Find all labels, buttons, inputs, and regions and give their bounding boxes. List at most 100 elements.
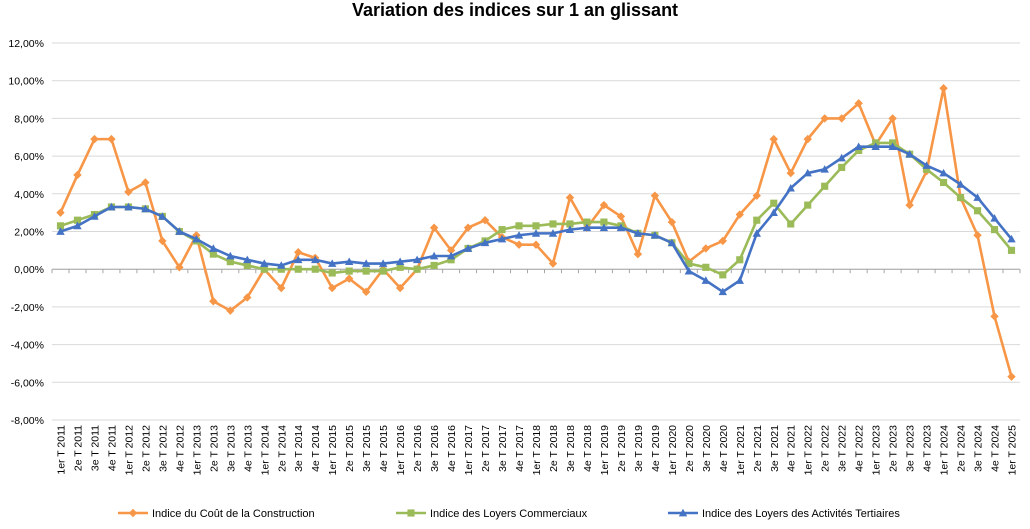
x-tick-label: 4e T 2021 [786, 425, 798, 472]
data-point [973, 193, 982, 201]
data-point [702, 263, 710, 271]
data-point [429, 223, 439, 232]
series-line [60, 145, 1013, 294]
data-point [260, 265, 268, 273]
data-point [243, 255, 252, 264]
data-point [973, 207, 982, 215]
data-point [463, 223, 473, 232]
data-point [549, 220, 557, 228]
x-tick-label: 1er T 2013 [191, 425, 203, 476]
data-point [447, 256, 455, 264]
data-point [804, 201, 812, 209]
data-point [786, 168, 795, 178]
data-point [600, 218, 608, 226]
data-point [905, 150, 914, 158]
legend-label: Indice des Loyers des Activités Tertiair… [702, 508, 900, 520]
x-tick-label: 3e T 2023 [905, 425, 917, 472]
x-tick-label: 2e T 2016 [412, 425, 424, 472]
data-point [599, 223, 609, 232]
data-point [294, 248, 303, 257]
data-point [328, 259, 337, 267]
data-point [923, 165, 931, 173]
data-point [361, 259, 371, 267]
y-tick-label: -4,00% [11, 340, 44, 352]
data-point [412, 255, 422, 264]
data-point [854, 142, 863, 151]
legend-label: Indice du Coût de la Construction [152, 508, 315, 520]
y-tick-label: 10,00% [8, 76, 44, 88]
data-point [582, 223, 592, 232]
data-point [107, 202, 116, 211]
data-point [753, 216, 761, 224]
data-point [379, 267, 387, 275]
y-tick-label: 4,00% [14, 189, 44, 201]
x-tick-label: 4e T 2024 [990, 425, 1002, 472]
data-point [378, 259, 388, 267]
data-point [175, 227, 184, 235]
data-point [566, 220, 574, 228]
data-point [684, 266, 694, 275]
data-point [718, 236, 728, 246]
data-point [939, 168, 948, 177]
data-point [141, 204, 150, 213]
x-tick-label: 2e T 2012 [140, 425, 152, 472]
y-tick-label: 2,00% [14, 227, 44, 239]
legend-marker [128, 508, 138, 518]
x-tick-label: 4e T 2017 [514, 425, 526, 472]
data-point [463, 244, 473, 252]
data-point [124, 202, 133, 211]
data-point [685, 259, 693, 268]
x-tick-label: 4e T 2022 [854, 425, 866, 472]
data-point [277, 265, 285, 273]
x-tick-label: 4e T 2016 [446, 425, 458, 472]
x-tick-label: 3e T 2016 [429, 425, 441, 472]
data-point [344, 274, 354, 283]
data-point [837, 114, 846, 123]
x-tick-label: 1er T 2025 [1007, 425, 1019, 476]
x-tick-label: 1er T 2019 [599, 425, 611, 476]
x-tick-label: 1er T 2020 [667, 425, 679, 476]
data-point [616, 223, 626, 232]
x-tick-label: 2e T 2020 [684, 425, 696, 472]
series-line [60, 141, 1013, 277]
data-point [497, 234, 507, 243]
data-point [226, 251, 235, 260]
x-tick-label: 4e T 2019 [650, 425, 662, 472]
x-tick-label: 4e T 2015 [378, 425, 390, 472]
y-axis-tick-labels: 12,00% 10,00% 8,00% 6,00% 4,00% 2,00% 0,00% -2,… [8, 38, 44, 427]
data-point [277, 261, 286, 269]
data-point [243, 261, 251, 269]
x-tick-label: 1er T 2011 [55, 425, 67, 475]
legend-marker [678, 508, 688, 517]
data-point [701, 244, 711, 253]
y-tick-label: 6,00% [14, 151, 44, 163]
data-point [770, 199, 778, 207]
data-point [1007, 246, 1016, 254]
data-point [413, 265, 421, 273]
data-point [990, 214, 999, 222]
data-point [294, 265, 302, 273]
data-point [209, 297, 218, 306]
data-point [701, 276, 711, 284]
x-tick-label: 2e T 2017 [480, 425, 492, 472]
data-point [175, 263, 184, 272]
data-point [192, 234, 201, 243]
data-point [73, 221, 82, 230]
data-point [939, 84, 948, 93]
data-point [838, 163, 846, 171]
data-point [599, 200, 609, 210]
data-point [1007, 234, 1016, 243]
data-point [667, 238, 677, 247]
data-point [769, 134, 778, 144]
data-point [990, 226, 999, 234]
data-point [226, 258, 234, 266]
data-point [90, 212, 99, 220]
y-tick-label: 0,00% [14, 264, 44, 276]
x-tick-label: 2e T 2021 [752, 425, 764, 472]
x-tick-label: 2e T 2024 [956, 425, 968, 472]
x-tick-label: 3e T 2012 [157, 425, 169, 472]
data-point [446, 251, 456, 260]
data-point [277, 283, 286, 293]
x-tick-label: 3e T 2014 [293, 425, 305, 472]
data-point [803, 134, 812, 144]
